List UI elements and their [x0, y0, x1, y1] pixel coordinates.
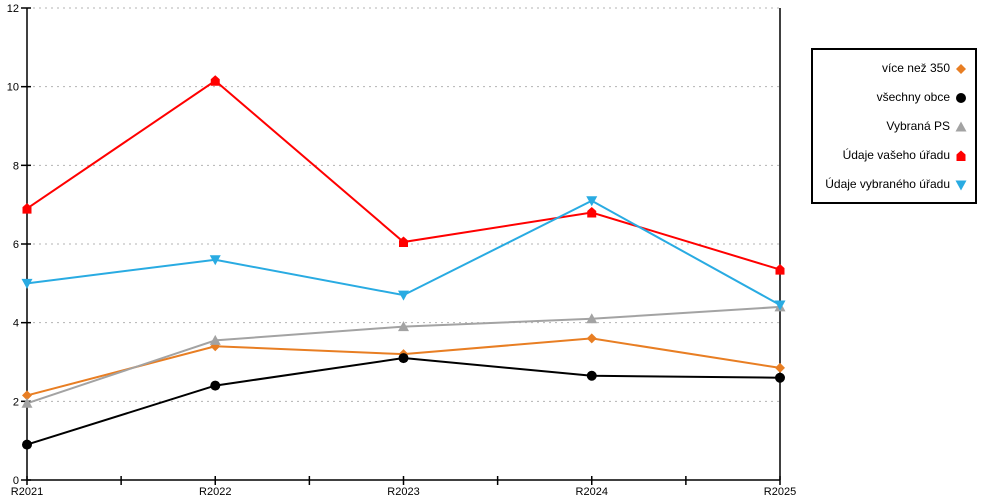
legend-item: více než 350	[819, 54, 967, 83]
x-tick-label: R2025	[764, 486, 796, 498]
circle-marker-icon	[210, 380, 221, 391]
circle-marker-icon	[586, 370, 597, 381]
legend-label: více než 350	[881, 61, 950, 76]
triangle-down-marker-icon	[21, 278, 33, 289]
y-tick-label: 4	[13, 318, 19, 330]
x-tick-label: R2024	[576, 486, 608, 498]
legend: více než 350 všechny obce Vybraná PS Úda…	[811, 48, 977, 204]
pentagon-marker-icon	[956, 150, 966, 161]
pentagon-marker-icon	[399, 236, 408, 248]
diamond-marker-icon	[586, 333, 597, 344]
pentagon-marker-icon	[210, 75, 220, 86]
series-line	[26, 357, 781, 446]
triangle-up-marker-icon	[586, 313, 598, 324]
triangle-down-marker-icon	[774, 300, 786, 311]
triangle-down-marker-icon	[586, 196, 598, 207]
y-tick-label: 2	[13, 396, 19, 408]
y-tick-label: 8	[13, 160, 19, 172]
x-tick-label: R2022	[199, 486, 231, 498]
circle-marker-icon	[22, 439, 32, 450]
series-line	[26, 337, 781, 397]
pentagon-marker-icon	[587, 207, 597, 218]
legend-item: Údaje vybraného úřadu	[819, 169, 967, 198]
triangle-down-marker-icon	[955, 180, 967, 191]
legend-item: Vybraná PS	[819, 112, 967, 141]
diamond-marker-icon	[775, 362, 785, 373]
legend-label: Vybraná PS	[886, 118, 950, 133]
legend-item: všechny obce	[819, 83, 967, 112]
y-tick-label: 6	[13, 239, 19, 251]
triangle-up-marker-icon	[955, 121, 967, 132]
circle-marker-icon	[398, 353, 409, 364]
y-tick-label: 0	[13, 475, 19, 487]
legend-label: všechny obce	[876, 90, 950, 105]
triangle-down-marker-icon	[398, 290, 409, 301]
series-line	[26, 199, 781, 306]
x-tick-label: R2021	[11, 486, 43, 498]
circle-marker-icon	[775, 372, 785, 383]
triangle-up-marker-icon	[21, 397, 33, 408]
pentagon-marker-icon	[955, 149, 967, 161]
triangle-down-marker-icon	[955, 178, 967, 191]
pentagon-marker-icon	[22, 203, 32, 214]
diamond-marker-icon	[22, 390, 32, 401]
triangle-up-marker-icon	[209, 334, 221, 345]
y-tick-label: 12	[7, 3, 19, 15]
legend-label: Údaje vybraného úřadu	[825, 176, 950, 191]
legend-label: Údaje vašeho úřadu	[842, 147, 950, 162]
circle-marker-icon	[956, 93, 966, 104]
legend-item: Údaje vašeho úřadu	[819, 140, 967, 169]
x-tick-label: R2023	[387, 486, 419, 498]
triangle-down-marker-icon	[209, 255, 221, 266]
y-tick-label: 10	[7, 82, 19, 94]
pentagon-marker-icon	[775, 264, 785, 275]
diamond-marker-icon	[956, 64, 966, 75]
triangle-up-marker-icon	[955, 120, 967, 132]
diamond-marker-icon	[955, 62, 967, 75]
circle-marker-icon	[955, 91, 967, 104]
triangle-up-marker-icon	[398, 321, 409, 332]
